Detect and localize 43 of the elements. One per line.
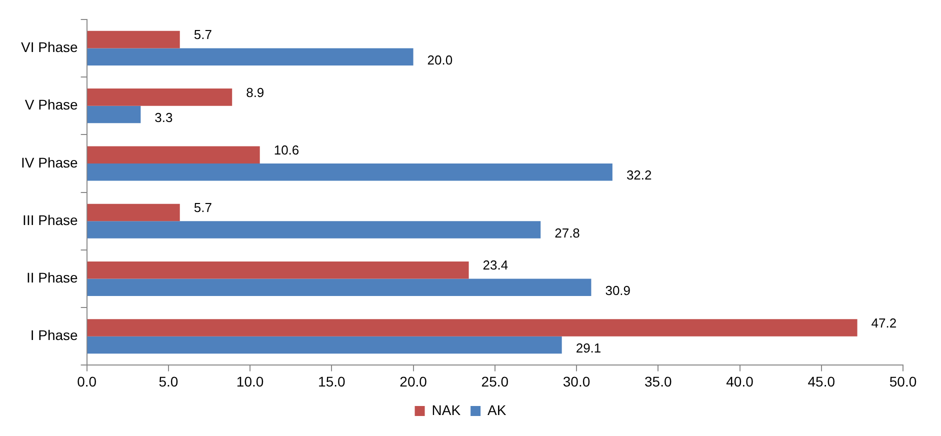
data-label: 29.1 [576,340,602,356]
bar [87,30,180,48]
x-tick-label: 0.0 [77,373,97,390]
x-tick-label: 20.0 [400,373,428,390]
bar [87,163,612,181]
data-label: 20.0 [427,52,453,68]
y-tick-label: I Phase [30,327,78,344]
data-label: 23.4 [482,258,508,273]
x-tick-label: 30.0 [562,373,590,390]
bar [87,106,141,124]
y-tick-label: II Phase [26,270,78,286]
x-tick-label: 45.0 [808,373,836,390]
legend-label: AK [488,402,507,418]
data-label: 32.2 [626,168,652,183]
bar [87,261,469,279]
bar [87,278,592,296]
y-tick-label: IV Phase [20,154,78,170]
bar [87,204,180,222]
data-label: 3.3 [154,110,173,126]
y-tick-label: VI Phase [20,39,78,56]
bar [87,146,260,164]
x-tick-label: 10.0 [236,373,264,390]
x-tick-label: 5.0 [158,373,178,390]
x-tick-label: 25.0 [481,373,509,390]
bar [87,88,232,106]
data-label: 27.8 [554,225,580,240]
data-label: 30.9 [605,282,631,298]
bar [87,221,541,238]
y-tick-label: V Phase [24,96,78,113]
data-label: 5.7 [194,27,212,42]
bar [87,319,858,336]
data-label: 5.7 [194,200,212,216]
x-tick-label: 50.0 [889,373,917,390]
bar [87,48,414,66]
data-label: 47.2 [871,315,897,330]
data-label: 8.9 [246,84,264,100]
x-tick-label: 40.0 [726,373,754,390]
data-label: 10.6 [274,142,300,158]
legend-label: NAK [432,402,462,418]
y-tick-label: III Phase [22,212,78,228]
x-tick-label: 15.0 [318,373,346,390]
bar [87,336,562,354]
x-tick-label: 35.0 [644,373,672,390]
